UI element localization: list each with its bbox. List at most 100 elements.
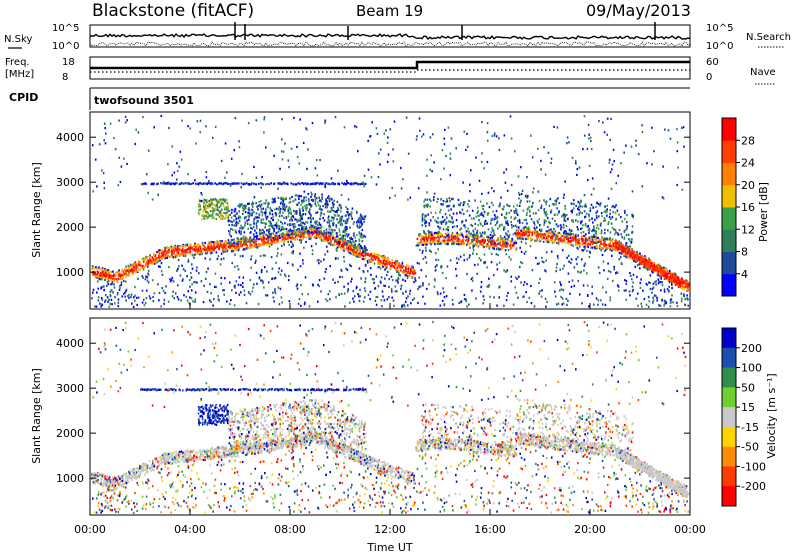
echo-cell (595, 244, 598, 247)
echo-cell (554, 235, 557, 238)
echo-cell (357, 244, 360, 247)
echo-cell (582, 224, 584, 227)
echo-cell (204, 252, 207, 255)
echo-cell (631, 290, 634, 293)
echo-cell (278, 212, 281, 215)
echo-cell (536, 238, 538, 241)
echo-cell (180, 249, 183, 252)
echo-cell (336, 239, 338, 242)
echo-cell (349, 245, 352, 249)
echo-cell (199, 253, 201, 256)
echo-cell (300, 241, 302, 244)
echo-cell (120, 283, 123, 286)
echo-cell (573, 284, 576, 287)
echo-cell (439, 292, 442, 295)
echo-cell (100, 268, 103, 271)
echo-cell (213, 248, 215, 251)
echo-cell (251, 209, 254, 212)
echo-cell (122, 275, 124, 278)
echo-cell (356, 211, 358, 214)
echo-cell (298, 298, 301, 301)
echo-cell (111, 281, 113, 284)
echo-cell (386, 298, 389, 301)
echo-cell (477, 241, 479, 244)
echo-cell (160, 249, 163, 252)
echo-cell (210, 241, 212, 245)
echo-cell (417, 241, 419, 244)
echo-cell (306, 230, 308, 233)
echo-cell (434, 243, 436, 246)
echo-cell (600, 242, 602, 245)
echo-cell (586, 225, 588, 228)
echo-cell (578, 242, 581, 245)
echo-cell (248, 206, 250, 210)
echo-cell (318, 259, 320, 262)
echo-cell (167, 250, 169, 253)
echo-cell (629, 245, 632, 248)
echo-cell (288, 206, 291, 209)
echo-cell (515, 229, 518, 232)
echo-cell (283, 198, 286, 201)
echo-cell (387, 270, 389, 273)
echo-cell (443, 236, 445, 239)
echo-cell (272, 239, 274, 242)
echo-cell (480, 233, 483, 236)
echo-cell (526, 301, 528, 304)
echo-cell (591, 240, 593, 243)
echo-cell (451, 232, 454, 235)
echo-cell (604, 240, 607, 243)
echo-cell (245, 236, 247, 239)
echo-cell (467, 227, 470, 230)
echo-cell (254, 244, 256, 247)
echo-cell (210, 246, 212, 249)
echo-cell (409, 272, 411, 275)
echo-cell (206, 249, 209, 252)
echo-cell (358, 238, 360, 241)
echo-cell (310, 218, 313, 222)
echo-cell (359, 246, 361, 249)
echo-cell (251, 212, 254, 215)
echo-cell (510, 223, 513, 227)
echo-cell (316, 236, 318, 240)
echo-cell (273, 241, 276, 244)
echo-cell (330, 228, 333, 231)
echo-cell (455, 242, 458, 246)
echo-cell (288, 300, 291, 303)
echo-cell (246, 247, 248, 250)
echo-cell (280, 220, 282, 223)
echo-cell (530, 238, 532, 241)
echo-cell (264, 202, 267, 205)
echo-cell (625, 298, 628, 301)
echo-cell (680, 300, 683, 303)
echo-cell (492, 204, 494, 207)
echo-cell (326, 200, 329, 203)
echo-cell (400, 269, 402, 272)
echo-cell (572, 219, 574, 222)
echo-cell (194, 300, 196, 303)
echo-cell (399, 266, 401, 269)
echo-cell (404, 279, 407, 282)
echo-cell (596, 236, 599, 240)
echo-cell (251, 290, 254, 293)
echo-cell (539, 233, 541, 236)
echo-cell (164, 291, 166, 295)
echo-cell (254, 240, 257, 243)
echo-cell (293, 229, 296, 232)
echo-cell (353, 253, 356, 256)
echo-cell (270, 232, 272, 235)
echo-cell (568, 228, 571, 231)
echo-cell (159, 249, 161, 252)
echo-cell (574, 240, 577, 243)
echo-cell (360, 232, 363, 235)
echo-cell (413, 268, 415, 272)
echo-cell (508, 204, 511, 208)
echo-cell (339, 246, 341, 249)
echo-cell (577, 228, 579, 231)
echo-cell (262, 207, 265, 210)
echo-cell (459, 240, 461, 243)
echo-cell (673, 282, 676, 286)
echo-cell (314, 202, 316, 205)
echo-cell (482, 204, 485, 207)
echo-cell (639, 267, 641, 270)
echo-cell (153, 258, 156, 261)
